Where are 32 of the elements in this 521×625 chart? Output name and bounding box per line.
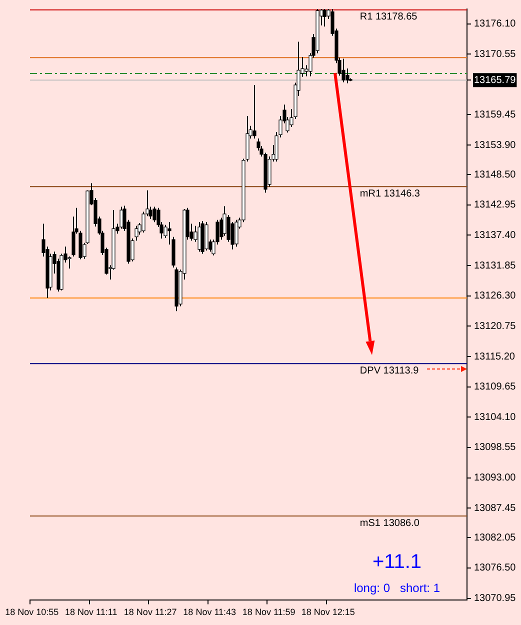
y-tick-label: 13137.40 — [474, 230, 516, 241]
y-tick-label: 13070.95 — [474, 593, 516, 604]
y-tick-label: 13104.10 — [474, 412, 516, 423]
y-tick-label: 13165.79 — [474, 74, 516, 86]
y-tick-label: 13087.45 — [474, 502, 516, 514]
x-tick-label: 18 Nov 11:43 — [183, 607, 236, 618]
y-tick-label: 13126.30 — [474, 290, 516, 302]
x-tick-label: 18 Nov 12:15 — [301, 607, 355, 618]
y-tick-label: 13109.65 — [474, 382, 516, 393]
annotation: long: 0 short: 1 — [354, 581, 440, 596]
y-tick-label: 13170.55 — [474, 48, 516, 60]
annotation: +11.1 — [372, 551, 422, 574]
y-tick-label: 13098.55 — [474, 442, 516, 454]
x-tick-label: 18 Nov 11:27 — [124, 607, 177, 618]
x-tick-label: 18 Nov 11:59 — [242, 607, 296, 618]
ref-line-label: mR1 13146.3 — [360, 188, 420, 200]
y-tick-label: 13115.20 — [474, 351, 516, 362]
y-tick-label: 13176.10 — [474, 18, 516, 30]
ref-line-label: mS1 13086.0 — [360, 518, 420, 529]
y-tick-label: 13093.00 — [474, 472, 516, 484]
ref-line-label: R1 13178.65 — [360, 12, 418, 23]
y-tick-label: 13131.85 — [474, 260, 516, 272]
x-tick-label: 18 Nov 10:55 — [5, 607, 59, 618]
ref-line-label: DPV 13113.9 — [360, 365, 420, 376]
x-tick-label: 18 Nov 11:11 — [65, 607, 118, 618]
y-tick-label: 13148.50 — [474, 169, 516, 180]
y-tick-label: 13076.50 — [474, 562, 516, 574]
y-tick-label: 13120.75 — [474, 320, 516, 332]
y-tick-label: 13159.45 — [474, 109, 516, 120]
y-tick-label: 13153.90 — [474, 140, 516, 151]
y-tick-label: 13142.95 — [474, 200, 516, 211]
y-tick-label: 13082.05 — [474, 532, 516, 544]
